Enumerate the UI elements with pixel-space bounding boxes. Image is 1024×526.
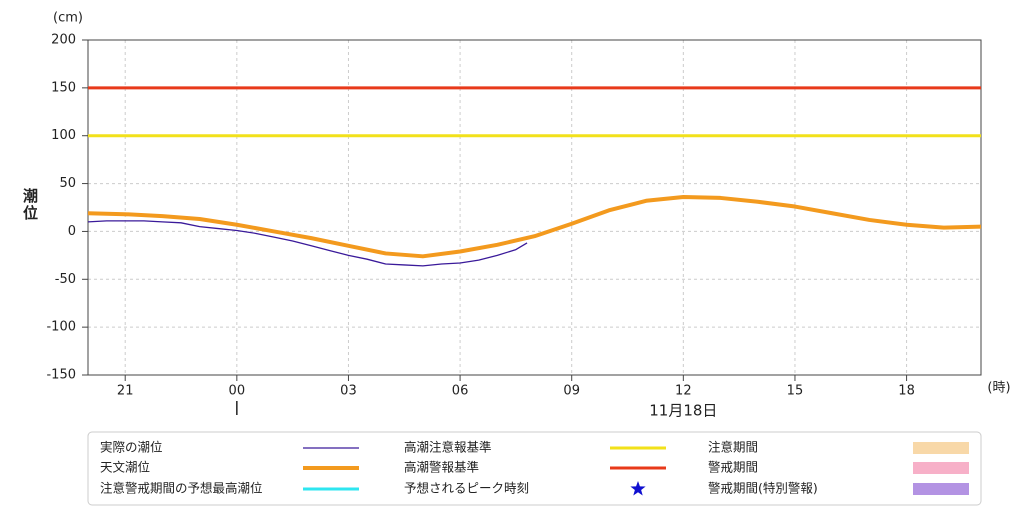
legend-star: [630, 481, 646, 496]
y-tick-label: -50: [55, 272, 76, 287]
x-tick-label: 21: [117, 384, 134, 399]
y-axis-label: 潮位: [21, 188, 39, 222]
x-tick-label: 00: [229, 384, 246, 399]
x-unit: (時): [987, 381, 1010, 396]
y-tick-label: 200: [51, 33, 76, 48]
y-tick-label: 0: [68, 224, 76, 239]
y-tick-label: 50: [59, 176, 76, 191]
legend-box: [87, 431, 982, 506]
y-tick-label: 100: [51, 128, 76, 143]
x-tick-label: 12: [675, 384, 692, 399]
legend-label: 高潮注意報基準: [404, 440, 492, 455]
legend-label: 実際の潮位: [100, 440, 163, 455]
y-tick-label: 150: [51, 80, 76, 95]
y-tick-label: -100: [46, 320, 76, 335]
legend-label: 予想されるピーク時刻: [404, 481, 529, 496]
y-tick-label: -150: [46, 368, 76, 383]
data-line: [87, 194, 982, 259]
legend-swatch: [913, 462, 969, 474]
legend-swatch: [913, 442, 969, 454]
legend-label: 高潮警報基準: [404, 460, 479, 475]
x-tick-label: 03: [340, 384, 357, 399]
date-label: 11月18日: [649, 402, 717, 420]
x-tick-label: 15: [787, 384, 804, 399]
x-tick-label: 18: [898, 384, 915, 399]
legend-label: 警戒期間: [708, 460, 758, 475]
x-tick-label: 09: [563, 384, 580, 399]
legend-swatch: [913, 483, 969, 495]
legend-label: 注意期間: [708, 440, 758, 455]
legend-label: 天文潮位: [100, 460, 150, 475]
y-unit: (cm): [53, 11, 83, 26]
legend-label: 注意警戒期間の予想最高潮位: [100, 481, 263, 496]
x-tick-label: 06: [452, 384, 469, 399]
plot-frame: [87, 39, 982, 376]
data-line: [87, 220, 528, 267]
legend-label: 警戒期間(特別警報): [708, 481, 818, 496]
